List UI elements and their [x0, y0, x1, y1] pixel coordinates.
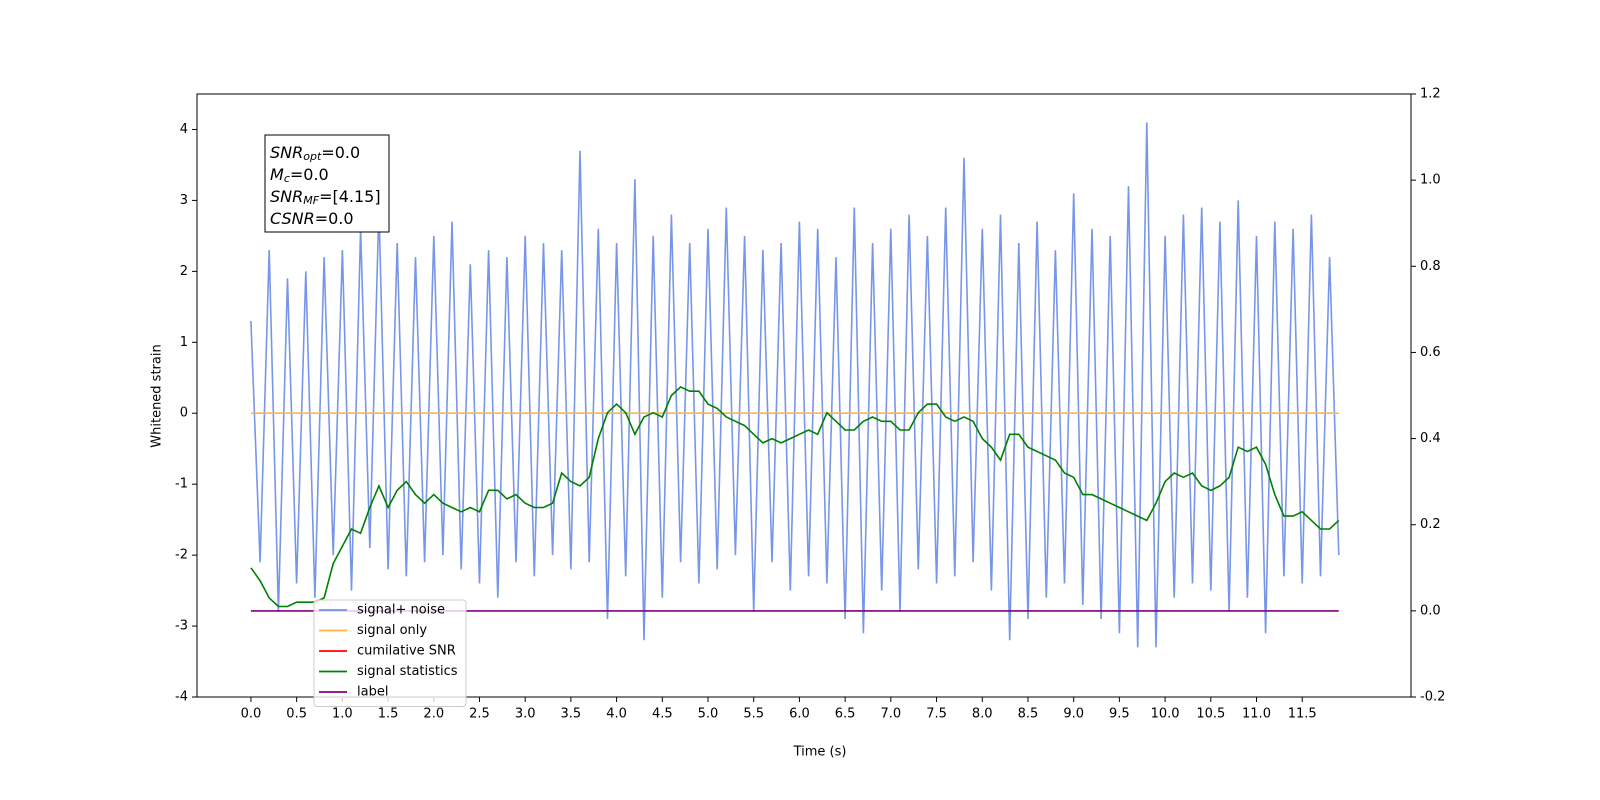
series-line	[250, 385, 1340, 608]
x-tick-label: 1.0	[332, 707, 353, 722]
y-tick-label: -4	[175, 690, 188, 705]
y-tick-label: -2	[175, 548, 188, 563]
y2-tick-label: -0.2	[1420, 690, 1445, 705]
y-axis-label: Whitened strain	[150, 344, 165, 447]
y-tick-label: -3	[175, 619, 188, 634]
x-tick-label: 5.5	[743, 707, 764, 722]
y-tick-label: -1	[175, 477, 188, 492]
x-tick-label: 3.5	[561, 707, 582, 722]
x-tick-label: 11.5	[1288, 707, 1317, 722]
y2-tick-label: 0.8	[1420, 259, 1441, 274]
y2-tick-label: 0.2	[1420, 517, 1441, 532]
x-tick-label: 9.5	[1109, 707, 1130, 722]
x-tick-label: 1.5	[378, 707, 399, 722]
x-tick-label: 6.0	[789, 707, 810, 722]
x-tick-label: 8.5	[1018, 707, 1039, 722]
legend-label: cumilative SNR	[357, 644, 456, 659]
series-line	[250, 122, 1340, 648]
y-tick-label: 2	[180, 264, 188, 279]
x-axis-label: Time (s)	[793, 745, 847, 760]
y-tick-label: 4	[180, 122, 188, 137]
y2-tick-label: 0.4	[1420, 431, 1441, 446]
legend-frame	[313, 599, 467, 707]
plot-frame	[196, 93, 1412, 698]
x-tick-label: 10.0	[1151, 707, 1180, 722]
y-tick-label: 3	[180, 193, 188, 208]
y2-tick-label: 1.0	[1420, 173, 1441, 188]
legend-label: signal statistics	[357, 664, 458, 679]
y2-tick-label: 0.0	[1420, 603, 1441, 618]
annotation-line: SNRopt=0.0	[270, 143, 360, 164]
x-tick-label: 2.0	[423, 707, 444, 722]
x-tick-label: 6.5	[835, 707, 856, 722]
y-tick-label: 1	[180, 335, 188, 350]
annotation-line: Mc=0.0	[270, 165, 329, 186]
annotation-line: CSNR=0.0	[270, 209, 354, 228]
legend-label: label	[357, 685, 388, 700]
x-tick-label: 0.5	[286, 707, 307, 722]
x-tick-label: 11.0	[1242, 707, 1271, 722]
legend-label: signal only	[357, 623, 427, 638]
x-tick-label: 7.5	[926, 707, 947, 722]
x-tick-label: 3.0	[515, 707, 536, 722]
x-tick-label: 7.0	[881, 707, 902, 722]
legend: signal+ noise signal only cumilative SNR si…	[313, 599, 467, 707]
y-tick-label: 0	[180, 406, 188, 421]
y2-tick-label: 1.2	[1420, 87, 1441, 102]
y2-tick-label: 0.6	[1420, 345, 1441, 360]
x-tick-label: 9.0	[1063, 707, 1084, 722]
x-tick-label: 10.5	[1196, 707, 1225, 722]
x-tick-label: 5.0	[698, 707, 719, 722]
x-tick-label: 0.0	[241, 707, 262, 722]
x-tick-label: 2.5	[469, 707, 490, 722]
annotation-line: SNRMF=[4.15]	[270, 187, 381, 208]
x-tick-label: 8.0	[972, 707, 993, 722]
legend-label: signal+ noise	[357, 603, 445, 618]
x-tick-label: 4.5	[652, 707, 673, 722]
annotation-frame	[264, 134, 390, 233]
x-tick-label: 4.0	[606, 707, 627, 722]
